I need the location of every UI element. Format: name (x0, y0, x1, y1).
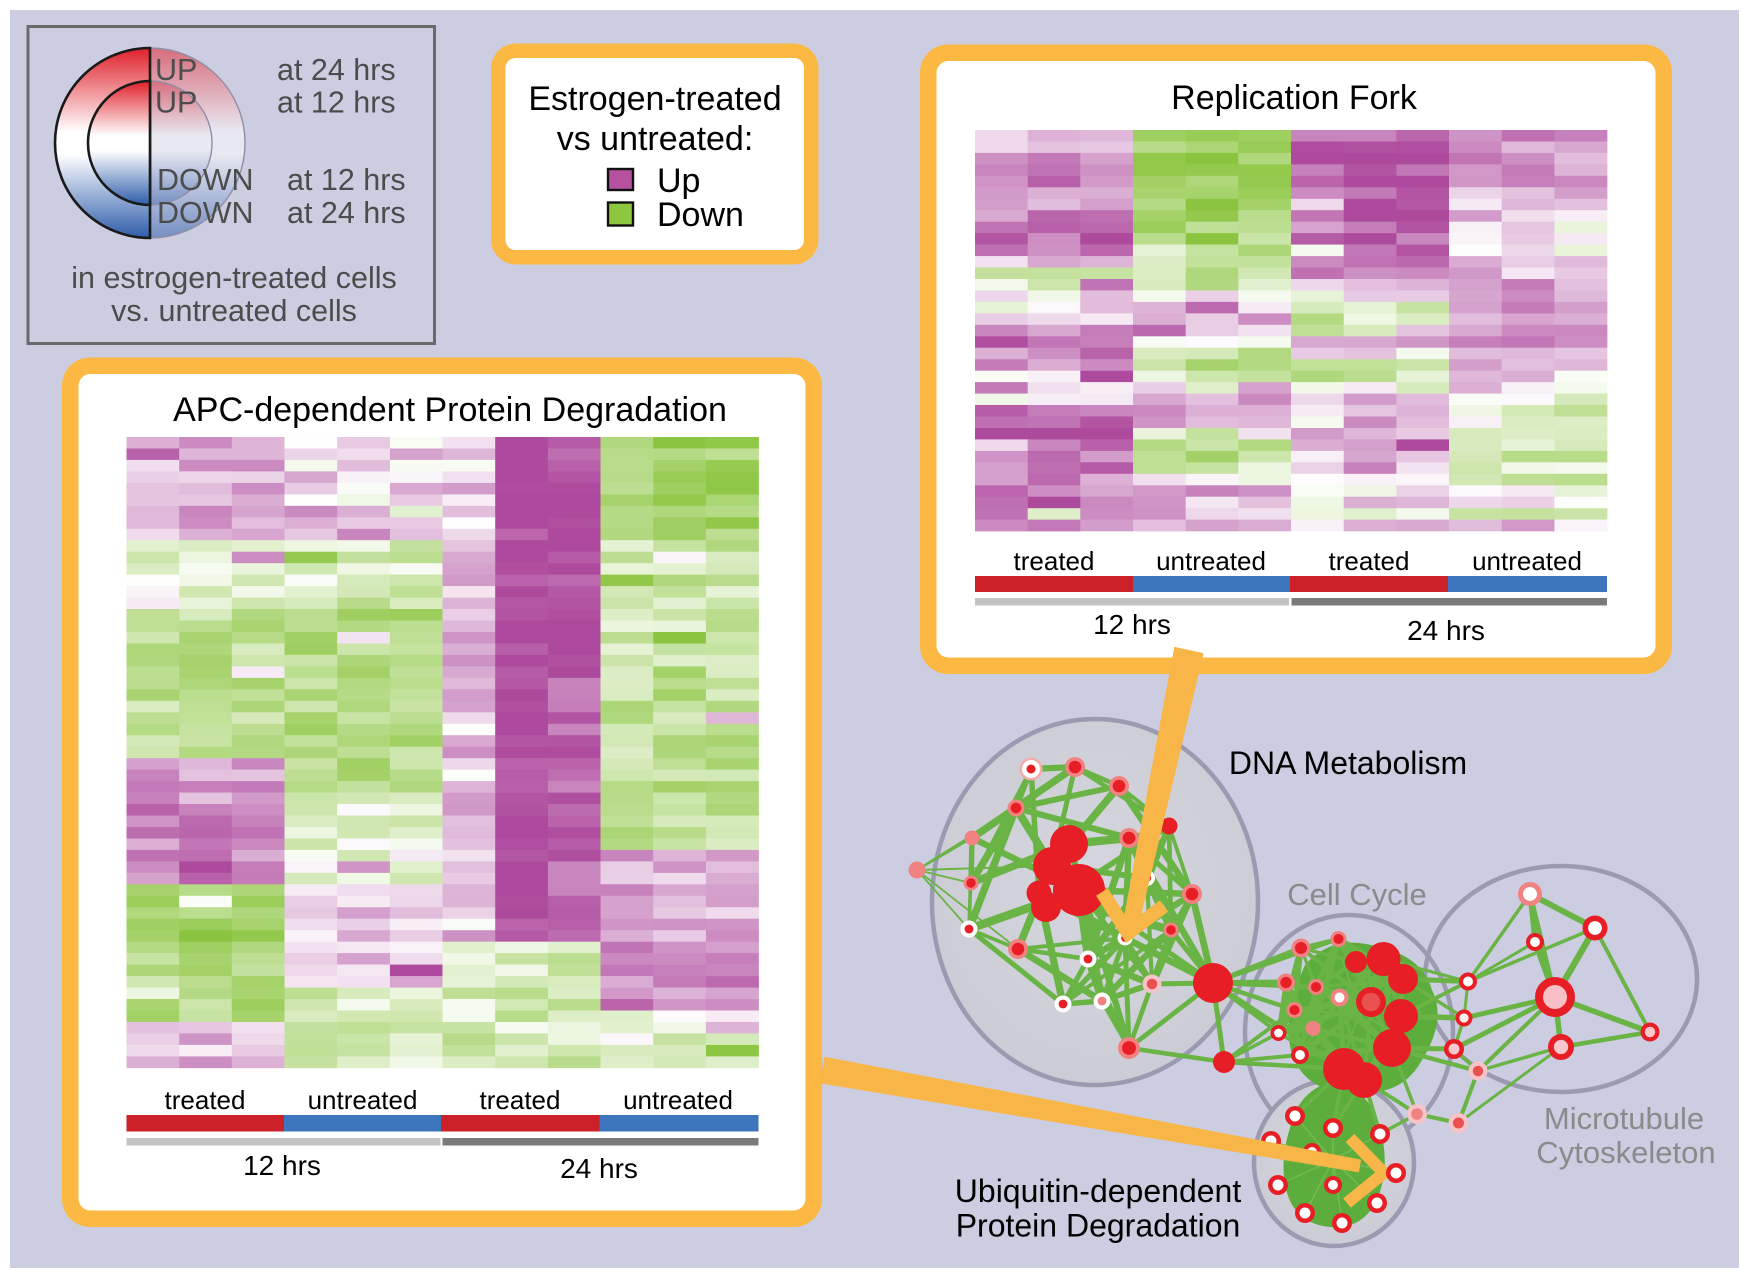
svg-text:DNA Metabolism: DNA Metabolism (1229, 745, 1467, 781)
svg-text:at 12 hrs: at 12 hrs (277, 86, 396, 120)
svg-text:Cell Cycle: Cell Cycle (1287, 877, 1427, 912)
svg-text:at 24 hrs: at 24 hrs (277, 53, 396, 87)
svg-text:24 hrs: 24 hrs (1407, 615, 1485, 646)
svg-text:treated: treated (1014, 546, 1095, 576)
svg-text:UP: UP (155, 53, 197, 87)
svg-text:Ubiquitin-dependent: Ubiquitin-dependent (955, 1173, 1242, 1209)
svg-text:Up: Up (657, 162, 700, 200)
svg-text:APC-dependent Protein Degradat: APC-dependent Protein Degradation (173, 391, 727, 429)
svg-text:untreated: untreated (1472, 546, 1582, 576)
svg-text:untreated: untreated (1156, 546, 1266, 576)
svg-text:24 hrs: 24 hrs (560, 1153, 638, 1184)
svg-text:UP: UP (155, 86, 197, 120)
svg-text:vs. untreated cells: vs. untreated cells (111, 294, 357, 328)
svg-text:Replication Fork: Replication Fork (1171, 79, 1418, 117)
svg-text:12 hrs: 12 hrs (243, 1150, 321, 1181)
svg-text:vs untreated:: vs untreated: (557, 120, 754, 158)
svg-text:Estrogen-treated: Estrogen-treated (528, 80, 781, 118)
svg-text:untreated: untreated (623, 1085, 733, 1115)
svg-text:treated: treated (165, 1085, 246, 1115)
svg-text:at 24 hrs: at 24 hrs (287, 196, 406, 230)
svg-text:Protein Degradation: Protein Degradation (956, 1208, 1241, 1244)
svg-text:treated: treated (480, 1085, 561, 1115)
svg-text:in estrogen-treated cells: in estrogen-treated cells (71, 261, 397, 295)
svg-text:12 hrs: 12 hrs (1093, 609, 1171, 640)
svg-text:treated: treated (1329, 546, 1410, 576)
svg-text:untreated: untreated (308, 1085, 418, 1115)
svg-text:Down: Down (657, 196, 744, 234)
svg-text:Microtubule: Microtubule (1544, 1101, 1704, 1136)
svg-text:DOWN: DOWN (157, 163, 254, 197)
svg-text:Cytoskeleton: Cytoskeleton (1536, 1135, 1715, 1170)
svg-text:at 12 hrs: at 12 hrs (287, 163, 406, 197)
svg-text:DOWN: DOWN (157, 196, 254, 230)
